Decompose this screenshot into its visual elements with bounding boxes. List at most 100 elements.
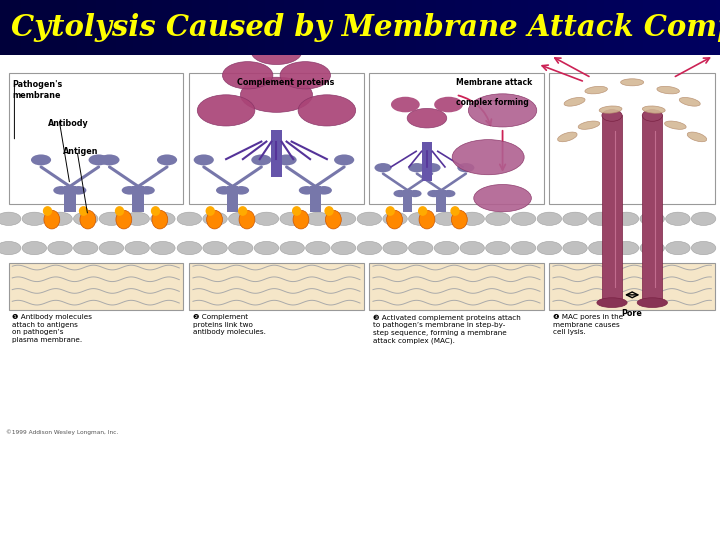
Bar	[436, 190, 446, 212]
Circle shape	[228, 241, 253, 255]
Text: Complement proteins: Complement proteins	[237, 78, 334, 87]
Ellipse shape	[451, 206, 460, 216]
Circle shape	[537, 241, 562, 255]
Circle shape	[22, 212, 47, 225]
Ellipse shape	[451, 210, 467, 229]
Ellipse shape	[251, 39, 302, 65]
Ellipse shape	[418, 206, 428, 216]
Ellipse shape	[474, 185, 531, 212]
Text: Antibody: Antibody	[48, 119, 89, 129]
Circle shape	[563, 241, 588, 255]
Ellipse shape	[597, 298, 627, 307]
Text: ❸ Activated complement proteins attach
to pathogen’s membrane in step-by-
step s: ❸ Activated complement proteins attach t…	[373, 314, 521, 343]
Ellipse shape	[222, 62, 273, 89]
Circle shape	[640, 241, 665, 255]
Circle shape	[254, 212, 279, 225]
Ellipse shape	[43, 206, 53, 216]
Ellipse shape	[207, 210, 222, 229]
Ellipse shape	[393, 190, 407, 197]
Bar	[271, 130, 282, 177]
Ellipse shape	[150, 206, 160, 216]
Circle shape	[485, 241, 510, 255]
Ellipse shape	[442, 190, 456, 197]
Circle shape	[203, 212, 228, 225]
Text: ©1999 Addison Wesley Longman, Inc.: ©1999 Addison Wesley Longman, Inc.	[6, 430, 118, 435]
Circle shape	[640, 212, 665, 225]
Ellipse shape	[585, 86, 608, 94]
Circle shape	[434, 241, 459, 255]
Bar	[132, 186, 144, 212]
Ellipse shape	[468, 94, 537, 127]
Text: ❹ MAC pores in the
membrane causes
cell lysis.: ❹ MAC pores in the membrane causes cell …	[553, 314, 623, 335]
Ellipse shape	[31, 154, 51, 165]
Bar	[549, 72, 715, 204]
Ellipse shape	[53, 186, 69, 194]
Bar	[9, 263, 183, 310]
Ellipse shape	[637, 298, 667, 307]
Ellipse shape	[152, 210, 168, 229]
Circle shape	[254, 241, 279, 255]
Ellipse shape	[292, 206, 302, 216]
Ellipse shape	[452, 140, 524, 175]
Ellipse shape	[564, 97, 585, 106]
Text: Pathogen's
membrane: Pathogen's membrane	[12, 80, 63, 100]
Circle shape	[563, 212, 588, 225]
Ellipse shape	[251, 154, 271, 165]
Ellipse shape	[298, 95, 356, 126]
Circle shape	[99, 241, 124, 255]
Ellipse shape	[687, 132, 707, 141]
Ellipse shape	[79, 206, 88, 216]
Circle shape	[73, 212, 98, 225]
Ellipse shape	[665, 121, 686, 130]
Ellipse shape	[122, 186, 138, 194]
Bar	[189, 72, 364, 204]
Bar	[549, 263, 715, 310]
Circle shape	[305, 212, 330, 225]
Ellipse shape	[216, 186, 232, 194]
Ellipse shape	[280, 62, 330, 89]
Ellipse shape	[316, 186, 332, 194]
Circle shape	[383, 212, 408, 225]
Ellipse shape	[44, 210, 60, 229]
Bar	[189, 263, 364, 310]
Circle shape	[408, 241, 433, 255]
Circle shape	[511, 241, 536, 255]
Ellipse shape	[434, 97, 463, 112]
Circle shape	[73, 241, 98, 255]
Ellipse shape	[325, 210, 341, 229]
Circle shape	[125, 241, 150, 255]
Bar	[422, 141, 432, 180]
Ellipse shape	[299, 186, 315, 194]
Circle shape	[537, 212, 562, 225]
Ellipse shape	[679, 97, 701, 106]
Ellipse shape	[194, 154, 214, 165]
Text: complex forming: complex forming	[456, 98, 528, 107]
Bar	[369, 72, 544, 204]
Ellipse shape	[387, 210, 402, 229]
Circle shape	[408, 212, 433, 225]
Circle shape	[485, 212, 510, 225]
Ellipse shape	[293, 210, 309, 229]
Circle shape	[22, 241, 47, 255]
Circle shape	[203, 241, 228, 255]
Ellipse shape	[197, 95, 255, 126]
Circle shape	[99, 212, 124, 225]
Circle shape	[331, 212, 356, 225]
Ellipse shape	[602, 110, 622, 122]
Bar	[642, 116, 662, 302]
Circle shape	[357, 212, 382, 225]
Ellipse shape	[457, 163, 474, 172]
Ellipse shape	[391, 97, 420, 112]
Ellipse shape	[407, 109, 446, 128]
Circle shape	[228, 212, 253, 225]
Ellipse shape	[324, 206, 334, 216]
Ellipse shape	[557, 132, 577, 141]
Ellipse shape	[89, 154, 109, 165]
Circle shape	[665, 241, 690, 255]
Ellipse shape	[578, 121, 600, 130]
Bar	[227, 186, 238, 212]
Circle shape	[150, 241, 175, 255]
Ellipse shape	[334, 154, 354, 165]
Text: Membrane attack: Membrane attack	[456, 78, 532, 87]
Circle shape	[511, 212, 536, 225]
